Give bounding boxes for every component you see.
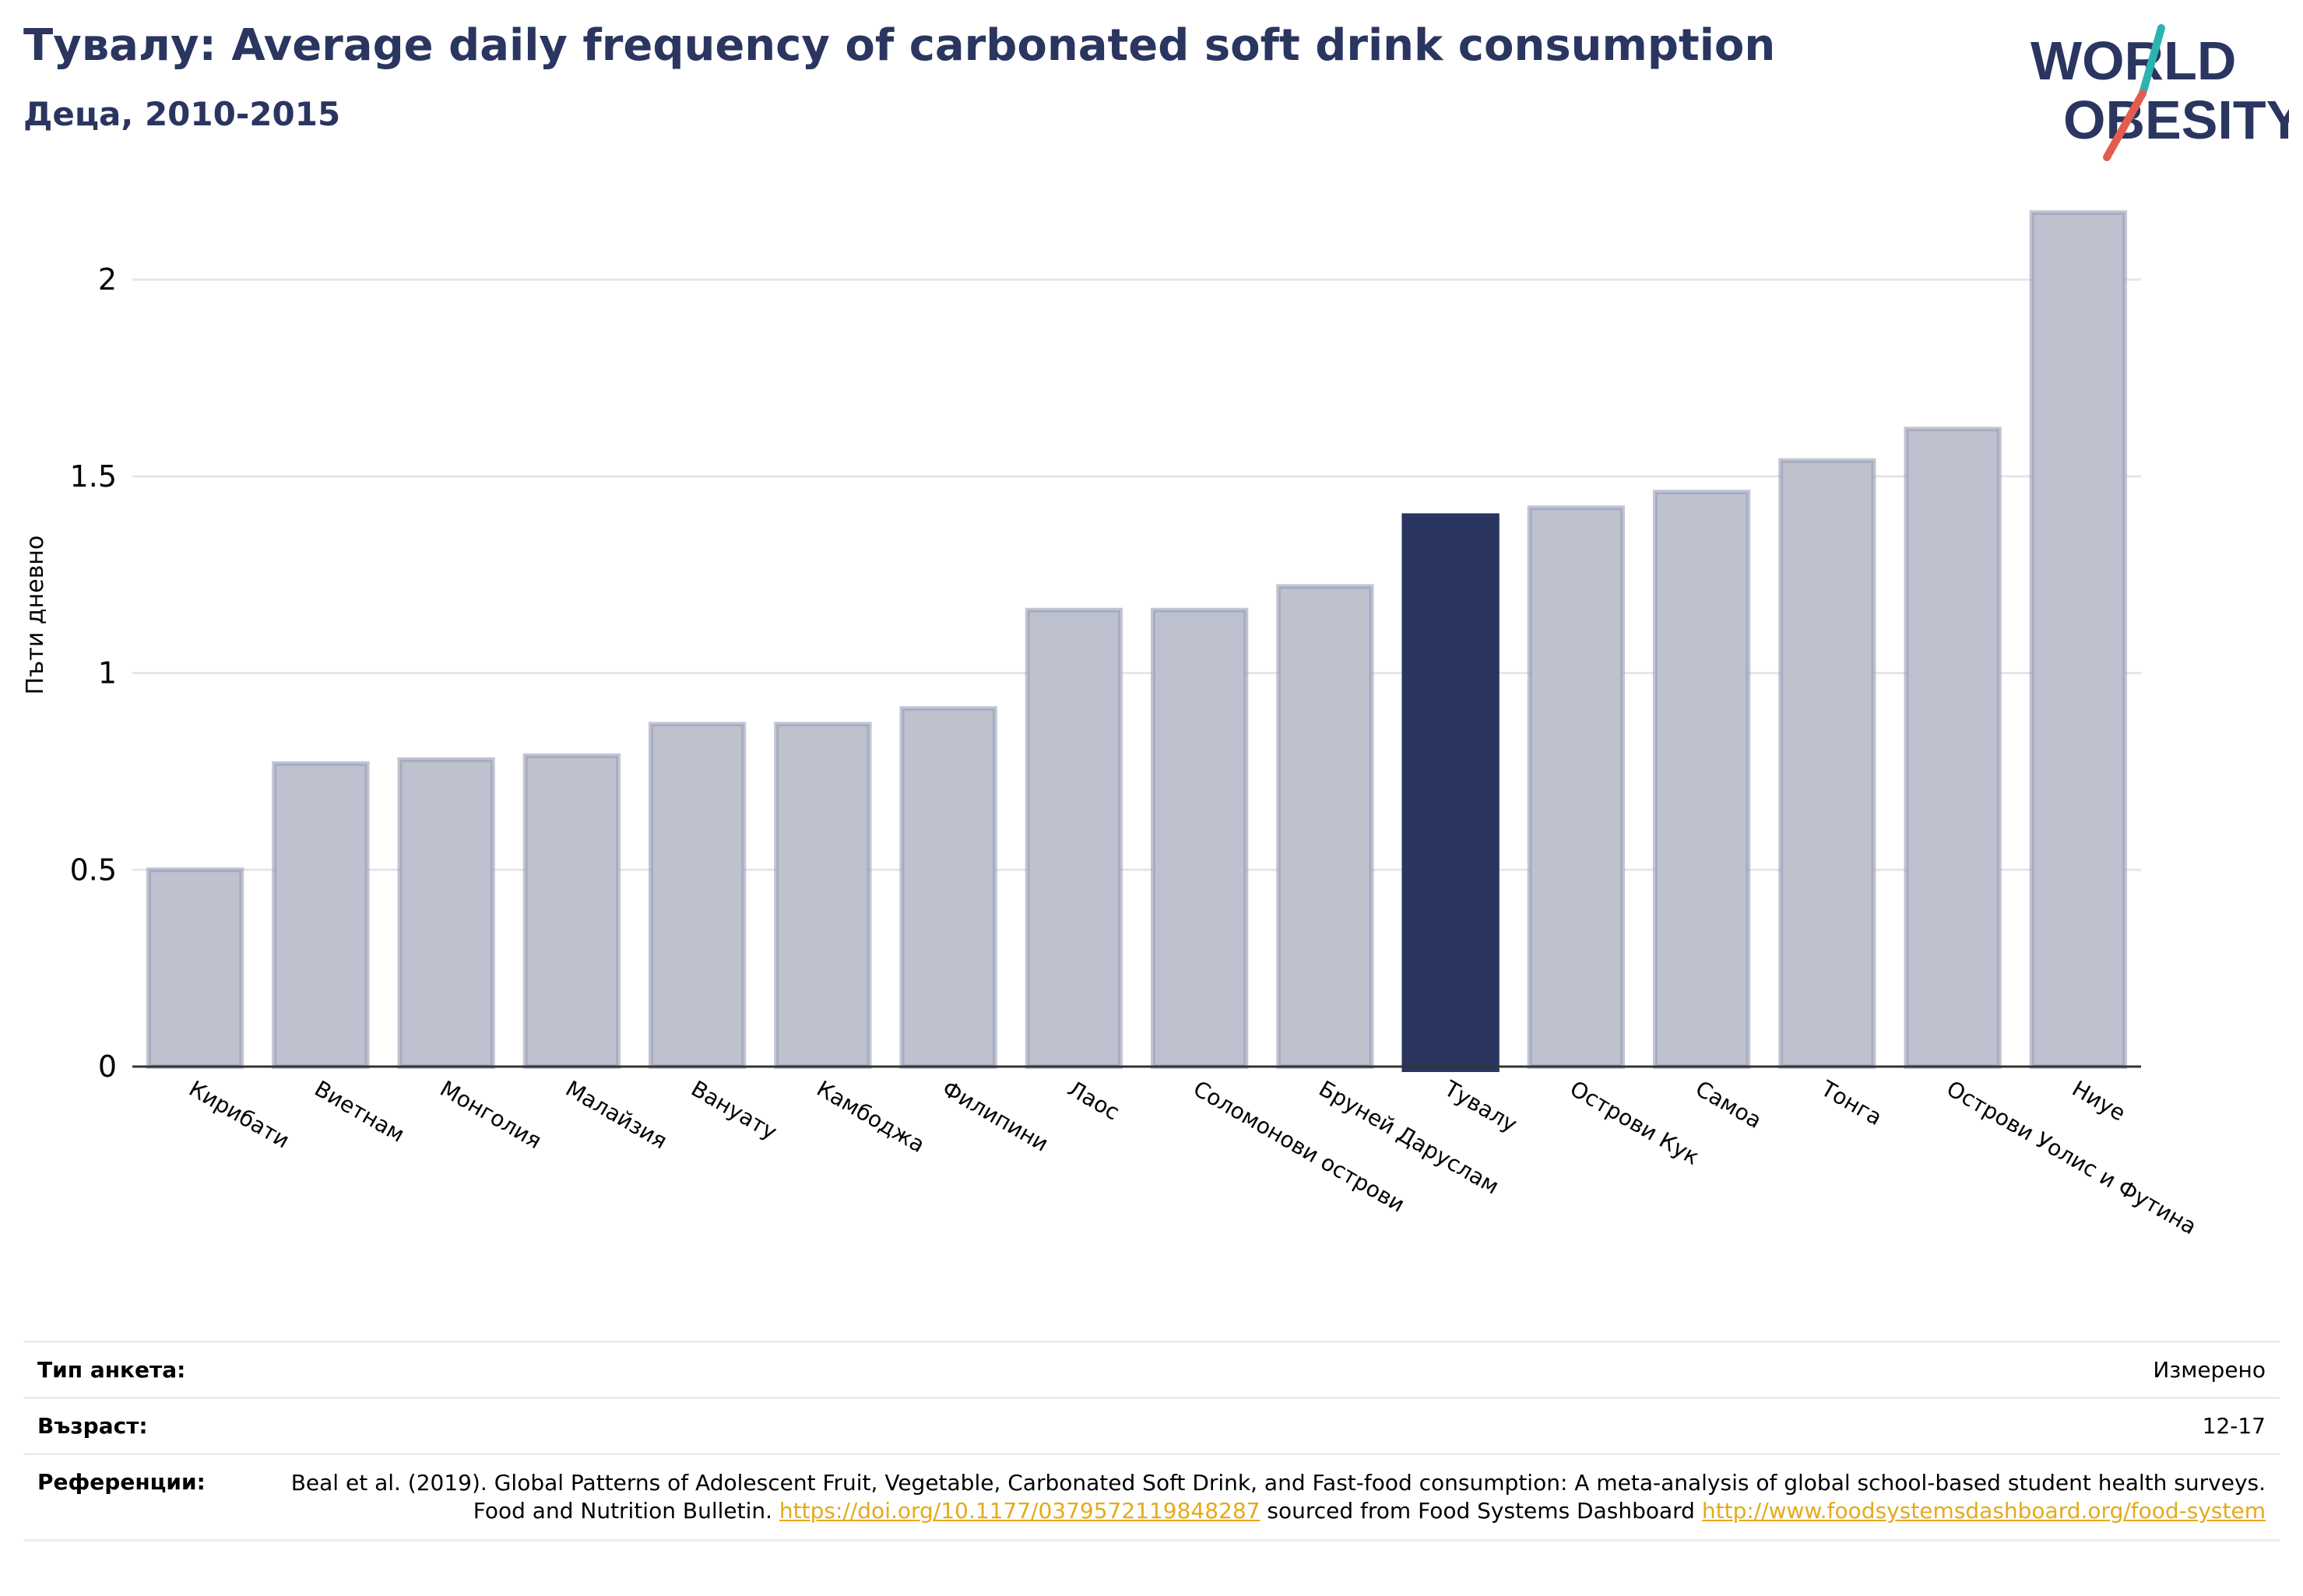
age-value: 12-17 <box>2202 1413 2266 1439</box>
x-tick-label: Виетнам <box>310 1075 409 1147</box>
bar <box>1904 427 2002 1069</box>
x-tick-label: Тувалу <box>1440 1075 1522 1137</box>
doi-link[interactable]: https://doi.org/10.1177/0379572119848287 <box>779 1498 1260 1524</box>
survey-type-label: Тип анкета: <box>37 1357 186 1383</box>
logo-slash-teal <box>2139 24 2165 97</box>
bar <box>272 761 370 1069</box>
y-tick-label: 2 <box>98 262 117 297</box>
y-tick-label: 0 <box>98 1049 117 1084</box>
chart-subtitle: Деца, 2010-2015 <box>23 95 341 133</box>
y-tick-label: 1 <box>98 656 117 691</box>
bar <box>397 757 495 1070</box>
references-label: Референции: <box>37 1469 206 1495</box>
x-tick-label: Острови Кук <box>1566 1075 1704 1169</box>
x-tick-label: Камбоджа <box>812 1075 929 1158</box>
bar <box>522 753 621 1069</box>
bar <box>146 867 244 1069</box>
bar <box>1778 458 1876 1069</box>
y-axis-label: Пъти дневно <box>22 535 49 695</box>
logo-line-2: OBESITY <box>2063 90 2289 150</box>
age-row: Възраст: 12-17 <box>23 1397 2280 1453</box>
age-label: Възраст: <box>37 1413 148 1439</box>
references-source: sourced from Food Systems Dashboard <box>1267 1498 1695 1524</box>
y-tick-label: 0.5 <box>70 852 117 887</box>
references-text: Beal et al. (2019). Global Patterns of A… <box>241 1469 2266 1525</box>
x-tick-label: Лаос <box>1064 1075 1124 1125</box>
bar <box>1276 584 1374 1069</box>
x-tick-label: Ниуе <box>2068 1075 2130 1126</box>
bar <box>648 722 747 1069</box>
world-obesity-logo: WORLD OBESITY <box>2031 24 2289 161</box>
x-tick-label: Вануату <box>687 1075 782 1144</box>
logo-slash-red <box>2103 90 2147 161</box>
x-tick-label: Монголия <box>436 1075 547 1154</box>
bar <box>899 706 997 1069</box>
chart-title: Тувалу: Average daily frequency of carbo… <box>23 20 1776 71</box>
y-tick-label: 1.5 <box>70 459 117 494</box>
bar <box>1150 607 1249 1069</box>
bar <box>1652 490 1751 1069</box>
dashboard-link[interactable]: http://www.foodsystemsdashboard.org/food… <box>1701 1498 2266 1524</box>
bar <box>1527 505 1626 1069</box>
survey-type-row: Тип анкета: Измерено <box>23 1341 2280 1397</box>
references-row: Референции: Beal et al. (2019). Global P… <box>23 1453 2280 1542</box>
x-tick-label: Филипини <box>938 1075 1053 1156</box>
logo-line-1: WORLD <box>2031 30 2236 91</box>
info-table: Тип анкета: Измерено Възраст: 12-17 Рефе… <box>23 1341 2280 1542</box>
bar-chart: 0 0.5 1 1.5 2 Кирибати Виетнам Монголия Малайзия… <box>70 210 2201 1239</box>
x-tick-label: Самоа <box>1691 1075 1766 1134</box>
x-tick-label: Малайзия <box>561 1075 672 1154</box>
survey-type-value: Измерено <box>2153 1357 2266 1383</box>
x-tick-label: Тонга <box>1816 1075 1886 1130</box>
x-tick-label: Кирибати <box>185 1075 294 1153</box>
bar <box>2029 210 2128 1069</box>
bar <box>1025 607 1123 1069</box>
references-citation: Beal et al. (2019). Global Patterns of A… <box>290 1470 2266 1524</box>
bar <box>774 722 872 1069</box>
x-tick-label: Соломонови острови <box>1189 1075 1409 1217</box>
x-tick-label: Острови Уолис и Футина <box>1943 1075 2201 1239</box>
bar-highlighted <box>1401 513 1500 1072</box>
